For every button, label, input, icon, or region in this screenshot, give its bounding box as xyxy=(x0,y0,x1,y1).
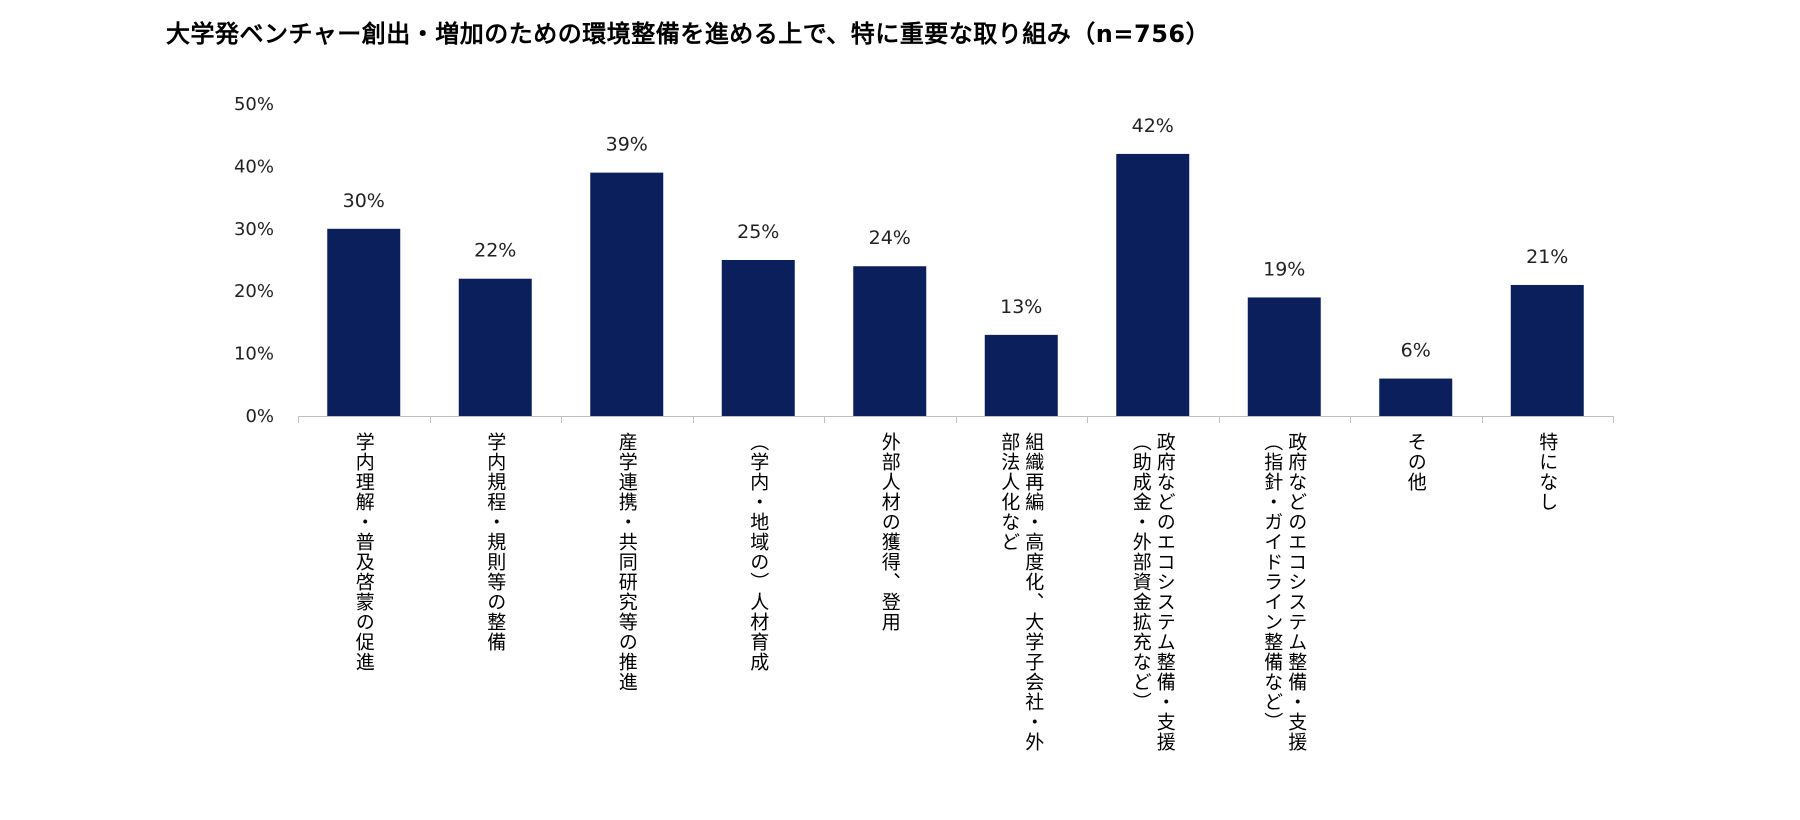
bar xyxy=(590,172,664,416)
y-tick-label: 40% xyxy=(234,156,274,177)
x-category-label-line: 政府などのエコシステム整備・支援 xyxy=(1153,432,1176,752)
data-label: 6% xyxy=(1401,340,1431,362)
x-category-label-line: 学内規程・規則等の整備 xyxy=(484,432,507,652)
x-category-label-line: 産学連携・共同研究等の推進 xyxy=(615,432,638,692)
bar xyxy=(984,334,1058,416)
x-category-label-line: （学内・地域の）人材育成 xyxy=(747,432,770,672)
bar xyxy=(1379,378,1453,416)
x-category-label: 学内理解・普及啓蒙の促進 xyxy=(352,432,376,672)
x-category-label: 政府などのエコシステム整備・支援 （指針・ガイドライン整備など） xyxy=(1260,432,1308,752)
x-category-label-line: 学内理解・普及啓蒙の促進 xyxy=(352,432,375,672)
x-category-label-line: 部法人化など xyxy=(998,432,1021,552)
bar xyxy=(1247,297,1321,416)
x-category-label: その他 xyxy=(1404,432,1428,492)
y-tick-label: 50% xyxy=(234,94,274,115)
data-label: 25% xyxy=(737,221,779,243)
bar xyxy=(1510,284,1584,416)
x-category-label-line: （助成金・外部資金拡充など） xyxy=(1129,432,1152,712)
data-label: 24% xyxy=(869,227,911,249)
data-label: 21% xyxy=(1526,246,1568,268)
x-category-label: 外部人材の獲得、登用 xyxy=(878,432,902,632)
data-label: 13% xyxy=(1000,296,1042,318)
y-tick-label: 30% xyxy=(234,219,274,240)
x-category-label: 政府などのエコシステム整備・支援 （助成金・外部資金拡充など） xyxy=(1129,432,1177,752)
bar xyxy=(458,278,532,416)
x-category-label: 産学連携・共同研究等の推進 xyxy=(615,432,639,692)
x-category-label-line: 政府などのエコシステム整備・支援 xyxy=(1285,432,1308,752)
x-category-label-line: （指針・ガイドライン整備など） xyxy=(1261,432,1284,732)
bar xyxy=(327,228,401,416)
x-category-label: 特になし xyxy=(1535,432,1559,512)
data-label: 22% xyxy=(474,240,516,262)
data-label: 30% xyxy=(343,190,385,212)
chart-title: 大学発ベンチャー創出・増加のための環境整備を進める上で、特に重要な取り組み（n=… xyxy=(166,20,1211,48)
x-category-label: 学内規程・規則等の整備 xyxy=(483,432,507,652)
data-label: 39% xyxy=(606,134,648,156)
data-label: 42% xyxy=(1132,115,1174,137)
y-tick-label: 20% xyxy=(234,281,274,302)
x-category-label: （学内・地域の）人材育成 xyxy=(746,432,770,672)
data-label: 19% xyxy=(1263,258,1305,280)
x-category-label: 組織再編・高度化、大学子会社・外 部法人化など xyxy=(997,432,1045,752)
bar xyxy=(853,266,927,416)
x-category-label-line: 組織再編・高度化、大学子会社・外 xyxy=(1022,432,1045,752)
bar xyxy=(1116,153,1190,417)
x-category-label-line: 外部人材の獲得、登用 xyxy=(878,432,901,632)
x-category-label-line: 特になし xyxy=(1536,432,1559,512)
x-category-label-line: その他 xyxy=(1404,432,1427,492)
y-tick-label: 0% xyxy=(245,406,274,427)
bar xyxy=(721,260,795,416)
y-tick-label: 10% xyxy=(234,344,274,365)
